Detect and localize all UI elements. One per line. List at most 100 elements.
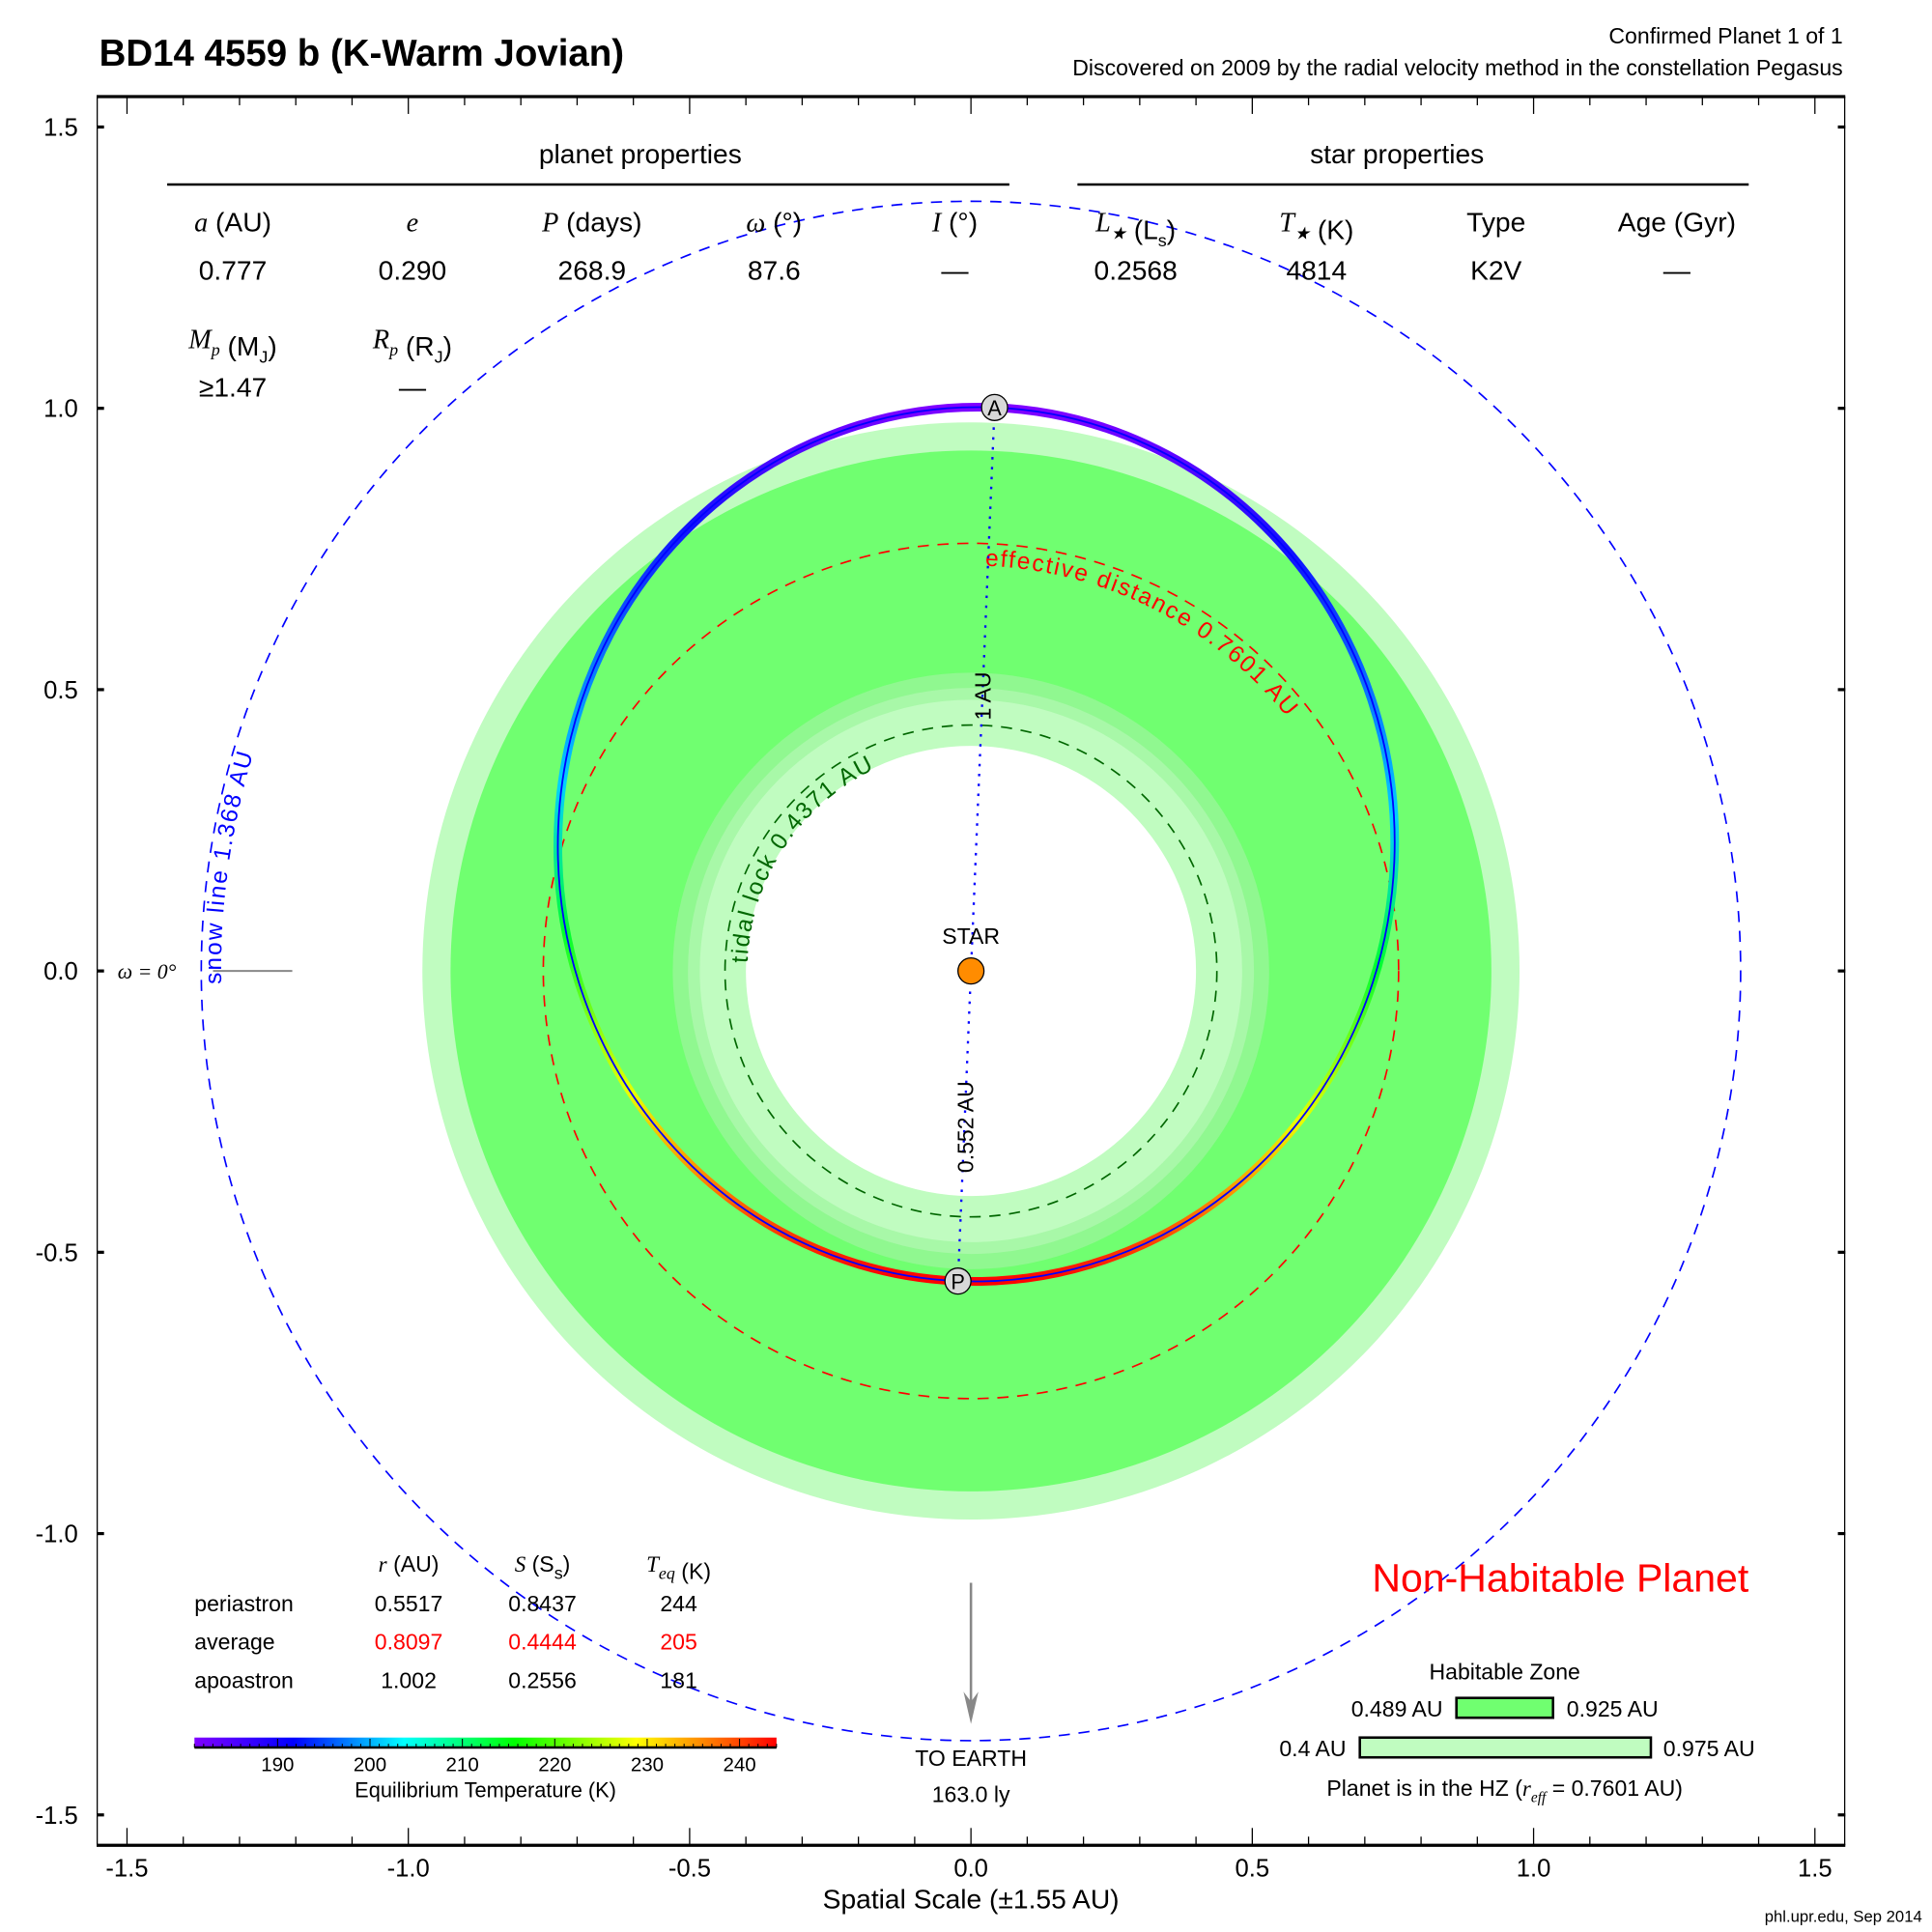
orbit-table-header: Teq (K) xyxy=(646,1551,711,1584)
star-prop-value: 4814 xyxy=(1286,255,1347,286)
x-tick-label: 1.0 xyxy=(1517,1855,1551,1882)
y-tick-label: 1.0 xyxy=(43,396,78,423)
planet-status: Confirmed Planet 1 of 1 xyxy=(1608,23,1842,48)
hz-inner-left: 0.489 AU xyxy=(1351,1696,1443,1721)
planet-prop-header: P (days) xyxy=(541,207,641,239)
snow-line-label-path: snow line 1.368 AU xyxy=(201,747,258,984)
omega-zero-label: ω = 0° xyxy=(118,960,177,983)
hz-inner-right: 0.925 AU xyxy=(1567,1696,1659,1721)
orbit-table-header: r (AU) xyxy=(379,1551,440,1577)
planet-prop-value: — xyxy=(399,371,427,402)
hz-status: Planet is in the HZ (reff = 0.7601 AU) xyxy=(1326,1776,1683,1805)
planet-prop-header: Rp (RJ) xyxy=(372,325,452,366)
credit: phl.upr.edu, Sep 2014 xyxy=(1765,1908,1922,1926)
y-tick-label: -0.5 xyxy=(36,1239,78,1266)
x-tick-label: 1.5 xyxy=(1798,1855,1833,1882)
orbit-table-row-label: periastron xyxy=(194,1591,294,1616)
orbit-table-cell: 1.002 xyxy=(381,1667,437,1692)
discovery-info: Discovered on 2009 by the radial velocit… xyxy=(1072,55,1842,80)
hz-outer-left: 0.4 AU xyxy=(1279,1736,1346,1761)
planet-prop-header: ω (°) xyxy=(746,207,802,239)
colorbar-tick-label: 190 xyxy=(261,1753,294,1776)
apoastron-marker-icon xyxy=(980,393,1009,421)
effective-distance-circle xyxy=(542,542,1400,1400)
temperature-colorbar: 190 200 210 220 230 240 Equilibrium Temperatu… xyxy=(193,1737,778,1802)
star-prop-header: L★ (Ls) xyxy=(1094,209,1176,250)
star-label: STAR xyxy=(942,923,1000,949)
planet-prop-value: ≥1.47 xyxy=(199,371,267,402)
snow-line-circle xyxy=(200,200,1742,1742)
x-tick-label: -0.5 xyxy=(668,1855,711,1882)
earth-arrow-head-icon xyxy=(963,1691,979,1724)
x-tick-label: -1.5 xyxy=(105,1855,148,1882)
star-prop-header: Age (Gyr) xyxy=(1618,207,1736,238)
star-icon xyxy=(957,957,985,985)
x-tick-label: 0.0 xyxy=(953,1855,988,1882)
planet-prop-value: — xyxy=(941,255,969,286)
orbit-table-cell: 0.8437 xyxy=(508,1591,577,1616)
star-prop-value: — xyxy=(1663,255,1691,286)
planet-properties-heading: planet properties xyxy=(539,138,742,169)
orbit-table-cell: 0.4444 xyxy=(508,1630,577,1655)
y-tick-label: 0.0 xyxy=(43,958,78,985)
orbit-table-cell: 0.2556 xyxy=(508,1667,577,1692)
habitability-verdict: Non-Habitable Planet xyxy=(1372,1555,1748,1600)
property-tables: planet properties star properties a (AU)… xyxy=(167,138,1749,402)
orbit-table-row-label: apoastron xyxy=(194,1667,294,1692)
star-prop-value: 0.2568 xyxy=(1094,255,1178,286)
orbit-table-cell: 181 xyxy=(660,1667,696,1692)
x-tick-label: -1.0 xyxy=(387,1855,430,1882)
x-tick-label: 0.5 xyxy=(1236,1855,1270,1882)
x-axis-label: Spatial Scale (±1.55 AU) xyxy=(823,1884,1120,1915)
y-tick-label: -1.0 xyxy=(36,1521,78,1548)
hz-outer-right: 0.975 AU xyxy=(1663,1736,1755,1761)
to-earth-indicator: TO EARTH 163.0 ly xyxy=(915,1582,1027,1806)
colorbar-tick-label: 230 xyxy=(631,1753,664,1776)
hz-legend-title: Habitable Zone xyxy=(1429,1659,1579,1684)
star-properties-heading: star properties xyxy=(1310,138,1484,169)
planet-prop-value: 0.290 xyxy=(379,255,447,286)
planet-orbit: 1 AU 0.552 AU STAR A Pω = 0° xyxy=(118,393,1400,1295)
snow-line-label: snow line 1.368 AU xyxy=(201,747,259,984)
orbit-table-row-label: average xyxy=(194,1630,274,1655)
apoastron-marker-letter: A xyxy=(987,396,1002,420)
colorbar-gradient xyxy=(194,1737,777,1747)
star-prop-header: Type xyxy=(1466,207,1525,238)
hz-optimistic-swatch xyxy=(1358,1736,1653,1759)
orbit-table-header: S (Ss) xyxy=(515,1551,571,1583)
to-earth-label: TO EARTH xyxy=(915,1746,1027,1771)
planet-prop-header: I (°) xyxy=(931,207,978,239)
orbit-table-cell: 0.8097 xyxy=(375,1630,443,1655)
orbit-table-cell: 205 xyxy=(660,1630,696,1655)
tidal-lock-circle xyxy=(724,724,1218,1218)
periastron-marker-letter: P xyxy=(951,1269,965,1293)
y-tick-label: 1.5 xyxy=(43,114,78,141)
apoastron-distance-label: 1 AU xyxy=(971,672,996,721)
planet-prop-header: Mp (MJ) xyxy=(187,325,277,366)
planet-prop-value: 268.9 xyxy=(558,255,627,286)
colorbar-label: Equilibrium Temperature (K) xyxy=(355,1777,616,1802)
planet-prop-header: e xyxy=(407,209,419,239)
periastron-distance-label: 0.552 AU xyxy=(953,1081,979,1173)
colorbar-tick-label: 200 xyxy=(354,1753,386,1776)
apsidal-line xyxy=(956,407,996,1282)
orbit-summary-table: r (AU) S (Ss) Teq (K) periastron 0.5517 0.843… xyxy=(194,1551,711,1693)
periastron-marker-icon xyxy=(944,1267,972,1295)
habitable-zone-legend: Habitable Zone 0.489 AU 0.925 AU 0.4 AU … xyxy=(1279,1659,1754,1805)
planet-prop-value: 87.6 xyxy=(748,255,801,286)
orbit-table-cell: 244 xyxy=(660,1591,697,1616)
star-prop-header: T★ (K) xyxy=(1279,209,1353,245)
colorbar-tick-label: 240 xyxy=(723,1753,755,1776)
planet-prop-header: a (AU) xyxy=(194,207,271,239)
hz-conservative-swatch xyxy=(1455,1696,1554,1719)
star-prop-value: K2V xyxy=(1470,255,1521,286)
orbit-table-cell: 0.5517 xyxy=(375,1591,443,1616)
y-tick-label: -1.5 xyxy=(36,1803,78,1830)
planet-prop-value: 0.777 xyxy=(199,255,268,286)
planet-title: BD14 4559 b (K-Warm Jovian) xyxy=(99,33,625,74)
earth-distance: 163.0 ly xyxy=(932,1781,1010,1806)
axis-ticks: -1.5 -1.0 -0.5 0.0 0.5 1.0 1.5 1.5 1.0 0.5 0.0 -0.5… xyxy=(36,97,1846,1882)
colorbar-tick-label: 220 xyxy=(538,1753,571,1776)
